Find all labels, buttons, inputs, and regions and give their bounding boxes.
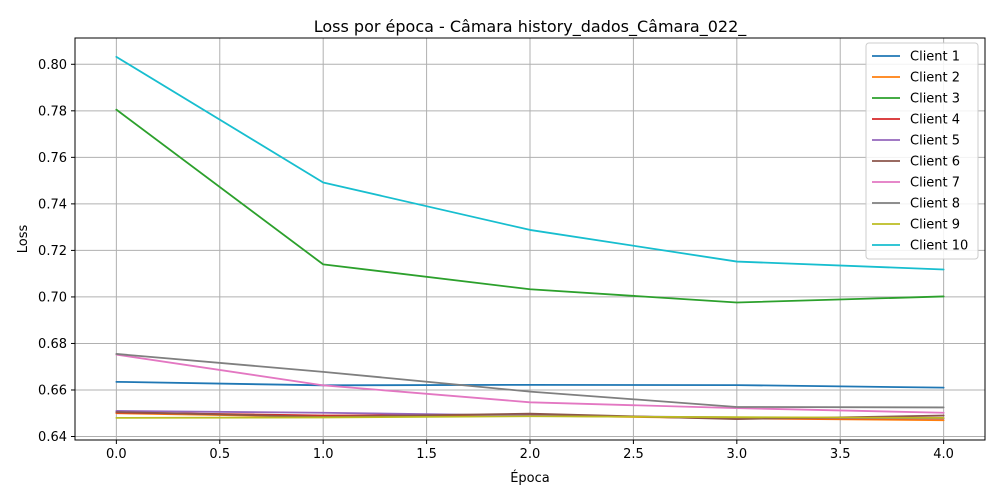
legend-label: Client 6: [910, 155, 960, 170]
series-line-client-9: [115, 415, 945, 419]
legend-label: Client 9: [910, 218, 960, 233]
legend-label: Client 3: [910, 92, 960, 107]
x-tick-label: 3.5: [830, 447, 851, 462]
chart-title: Loss por época - Câmara history_dados_Câ…: [314, 17, 748, 37]
legend-label: Client 10: [910, 239, 968, 254]
x-tick-label: 1.0: [313, 447, 334, 462]
y-tick-label: 0.72: [38, 244, 67, 259]
series-line-client-1: [115, 380, 945, 389]
y-tick-label: 0.74: [38, 197, 67, 212]
x-tick-label: 1.5: [416, 447, 437, 462]
legend-label: Client 2: [910, 71, 960, 86]
y-tick-label: 0.78: [38, 104, 67, 119]
series-line-client-3: [115, 108, 945, 304]
series-line-client-7: [115, 353, 945, 414]
x-axis-ticks: 0.0 0.5 1.0 1.5 2.0 2.5 3.0 3.5 4.0: [106, 440, 954, 462]
x-tick-label: 2.5: [623, 447, 644, 462]
legend-label: Client 4: [910, 113, 960, 128]
y-tick-label: 0.68: [38, 337, 67, 352]
legend-label: Client 1: [910, 50, 960, 65]
y-tick-label: 0.80: [38, 58, 67, 73]
x-tick-label: 3.0: [726, 447, 747, 462]
x-tick-label: 0.5: [209, 447, 230, 462]
series-line-client-10: [115, 55, 945, 271]
legend-label: Client 8: [910, 197, 960, 212]
legend-label: Client 5: [910, 134, 960, 149]
x-axis-title: Época: [510, 470, 550, 486]
x-tick-label: 4.0: [933, 447, 954, 462]
series-line-client-8: [115, 353, 945, 409]
x-tick-label: 0.0: [106, 447, 127, 462]
grid-lines: [75, 38, 985, 440]
y-tick-label: 0.70: [38, 290, 67, 305]
series-lines: [115, 55, 945, 422]
y-tick-label: 0.64: [38, 430, 67, 445]
legend-label: Client 7: [910, 176, 960, 191]
y-tick-label: 0.76: [38, 151, 67, 166]
x-tick-label: 2.0: [520, 447, 541, 462]
y-tick-label: 0.66: [38, 383, 67, 398]
legend-box: [865, 42, 979, 260]
y-axis-ticks: 0.64 0.66 0.68 0.70 0.72 0.74 0.76 0.78 0.80: [38, 58, 75, 445]
legend: Client 1 Client 2 Client 3 Client 4 Client 5…: [865, 42, 979, 260]
y-axis-title: Loss: [16, 225, 31, 254]
